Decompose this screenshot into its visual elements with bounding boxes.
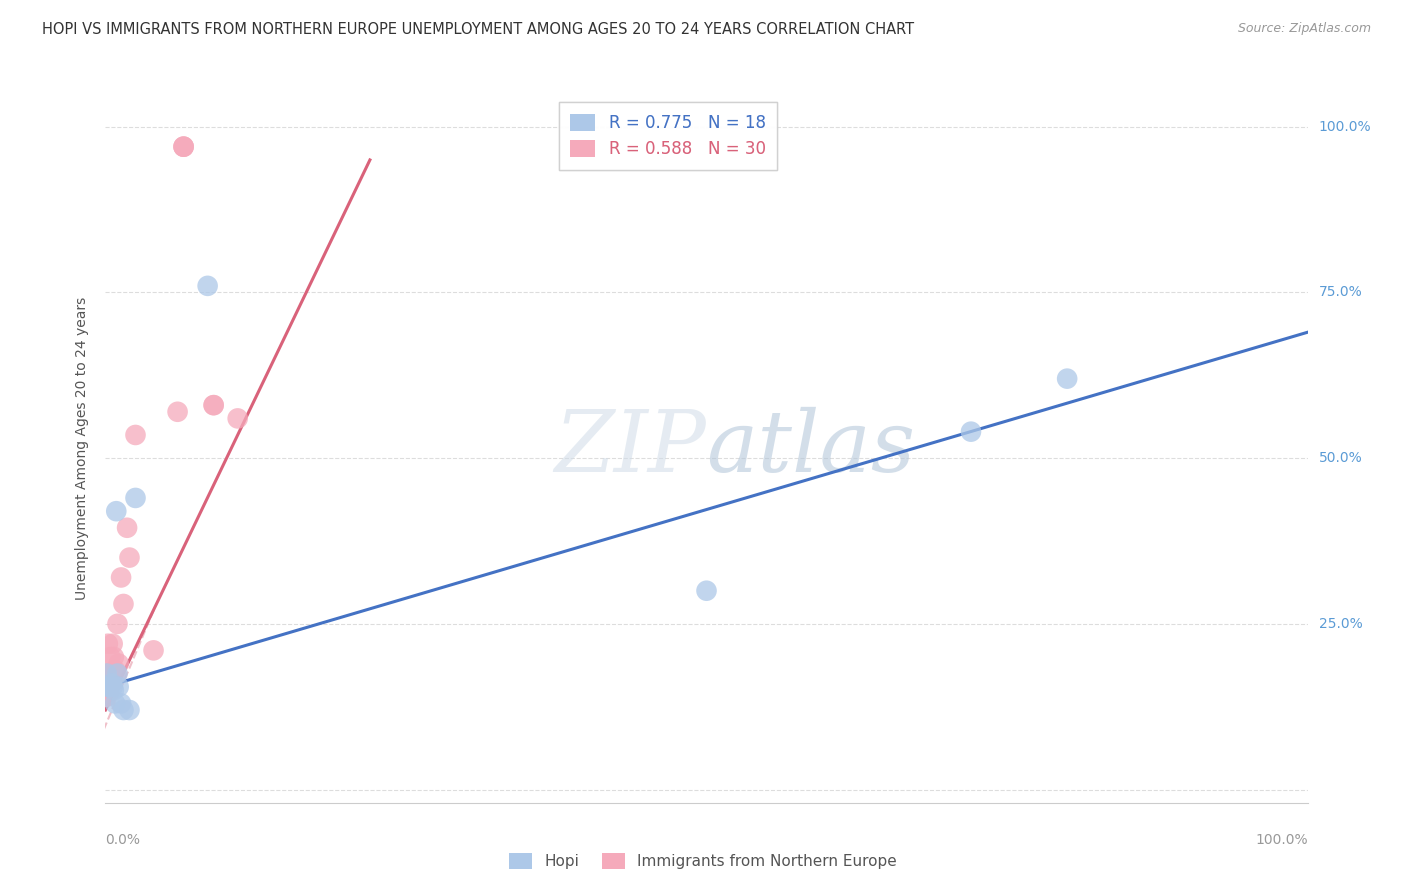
Point bbox=[98, 650, 121, 665]
Point bbox=[98, 666, 121, 681]
Point bbox=[100, 666, 122, 681]
Y-axis label: Unemployment Among Ages 20 to 24 years: Unemployment Among Ages 20 to 24 years bbox=[76, 297, 90, 599]
Point bbox=[96, 690, 118, 704]
Point bbox=[112, 703, 135, 717]
Point bbox=[118, 550, 141, 565]
Point bbox=[100, 676, 122, 690]
Point bbox=[103, 683, 125, 698]
Point bbox=[107, 666, 129, 681]
Point bbox=[98, 683, 121, 698]
Point bbox=[696, 583, 718, 598]
Text: 0.0%: 0.0% bbox=[105, 833, 141, 847]
Point bbox=[97, 637, 120, 651]
Point bbox=[96, 666, 118, 681]
Point bbox=[104, 697, 127, 711]
Point bbox=[226, 411, 249, 425]
Point bbox=[107, 680, 129, 694]
Point bbox=[166, 405, 188, 419]
Text: 75.0%: 75.0% bbox=[1319, 285, 1362, 300]
Point bbox=[107, 616, 129, 631]
Point bbox=[101, 680, 124, 694]
Point bbox=[115, 521, 138, 535]
Point bbox=[197, 278, 219, 293]
Point bbox=[202, 398, 225, 412]
Point bbox=[118, 703, 141, 717]
Point bbox=[98, 680, 121, 694]
Legend: R = 0.775   N = 18, R = 0.588   N = 30: R = 0.775 N = 18, R = 0.588 N = 30 bbox=[558, 102, 778, 170]
Legend: Hopi, Immigrants from Northern Europe: Hopi, Immigrants from Northern Europe bbox=[503, 847, 903, 875]
Point bbox=[96, 666, 118, 681]
Point bbox=[173, 139, 195, 153]
Text: 100.0%: 100.0% bbox=[1256, 833, 1308, 847]
Point bbox=[94, 690, 117, 704]
Point bbox=[104, 663, 127, 677]
Point bbox=[94, 686, 117, 700]
Point bbox=[101, 637, 124, 651]
Text: 100.0%: 100.0% bbox=[1319, 120, 1371, 134]
Point bbox=[124, 491, 146, 505]
Point bbox=[97, 680, 120, 694]
Text: 25.0%: 25.0% bbox=[1319, 617, 1362, 631]
Point bbox=[94, 680, 117, 694]
Point bbox=[107, 657, 129, 671]
Point bbox=[110, 570, 132, 584]
Text: atlas: atlas bbox=[707, 407, 915, 490]
Point bbox=[105, 504, 128, 518]
Point bbox=[124, 428, 146, 442]
Point bbox=[100, 676, 122, 690]
Point bbox=[103, 650, 125, 665]
Point bbox=[142, 643, 165, 657]
Text: HOPI VS IMMIGRANTS FROM NORTHERN EUROPE UNEMPLOYMENT AMONG AGES 20 TO 24 YEARS C: HOPI VS IMMIGRANTS FROM NORTHERN EUROPE … bbox=[42, 22, 914, 37]
Point bbox=[960, 425, 983, 439]
Point bbox=[1056, 371, 1078, 385]
Point bbox=[110, 697, 132, 711]
Point bbox=[105, 666, 128, 681]
Text: 50.0%: 50.0% bbox=[1319, 451, 1362, 465]
Point bbox=[202, 398, 225, 412]
Text: ZIP: ZIP bbox=[554, 407, 707, 490]
Point bbox=[173, 139, 195, 153]
Point bbox=[112, 597, 135, 611]
Point bbox=[173, 139, 195, 153]
Text: Source: ZipAtlas.com: Source: ZipAtlas.com bbox=[1237, 22, 1371, 36]
